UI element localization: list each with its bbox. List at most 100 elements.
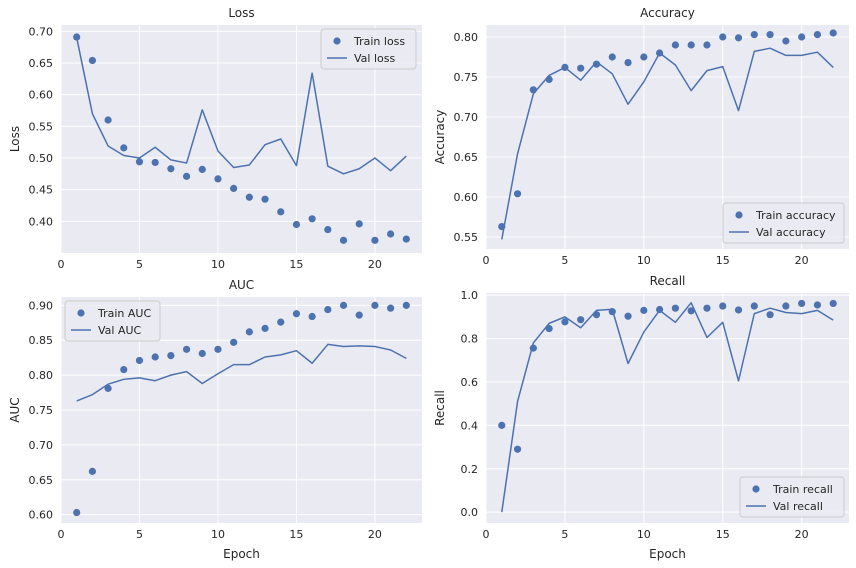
accuracy-chart: 0 5 10 15 20 0.55 0.60 0.65 0.70 0.75 0.80 Accuracy…: [433, 6, 849, 267]
train-recall-point: [687, 307, 695, 315]
loss-y-tick-label: 0.65: [29, 57, 54, 70]
loss-x-tick-label: 20: [368, 258, 382, 271]
train-auc-point: [73, 508, 81, 517]
train-auc-legend-swatch: [77, 309, 85, 317]
loss-y-tick-label: 0.40: [29, 215, 54, 228]
train-accuracy-point: [513, 190, 522, 198]
val-recall-legend-label: Val recall: [773, 500, 823, 513]
accuracy-y-tick-label: 0.70: [454, 111, 479, 124]
recall-x-tick-label: 0: [483, 528, 490, 541]
train-accuracy-point: [671, 41, 679, 49]
loss-y-tick-label: 0.50: [29, 152, 54, 165]
train-auc-point: [277, 318, 285, 326]
train-recall-point: [829, 299, 837, 308]
loss-x-tick-label: 5: [136, 258, 143, 271]
train-loss-legend-label: Train loss: [353, 35, 405, 48]
train-auc-point: [402, 301, 410, 309]
auc-x-tick-label: 0: [58, 528, 65, 541]
train-accuracy-point: [813, 30, 822, 39]
val-loss-line: [75, 37, 407, 175]
train-recall-legend-label: Train recall: [772, 483, 833, 496]
train-auc-point: [387, 304, 395, 312]
train-loss-point: [402, 235, 410, 243]
train-loss-point: [308, 215, 316, 223]
train-accuracy-point: [719, 33, 727, 41]
train-recall-point: [577, 316, 585, 324]
train-loss-point: [261, 195, 269, 203]
train-auc-point: [167, 351, 175, 360]
accuracy-y-tick-label: 0.80: [454, 31, 479, 44]
recall-y-tick-label: 0.8: [461, 333, 479, 346]
recall-title: Recall: [650, 274, 686, 288]
train-recall-point: [624, 312, 632, 320]
train-auc-point: [88, 467, 96, 475]
recall-legend: Train recall Val recall: [739, 476, 845, 518]
accuracy-x-tick-label: 20: [795, 254, 809, 267]
train-accuracy-point: [687, 41, 695, 49]
train-accuracy-legend-swatch: [735, 211, 743, 219]
train-accuracy-point: [782, 37, 790, 45]
train-loss-point: [182, 172, 191, 180]
auc-y-tick-label: 0.70: [29, 439, 54, 452]
train-loss-point: [339, 236, 348, 244]
val-accuracy-legend-label: Val accuracy: [756, 226, 826, 239]
accuracy-x-tick-label: 10: [637, 254, 651, 267]
auc-x-axis-label: Epoch: [223, 547, 260, 561]
train-accuracy-point: [608, 53, 616, 61]
accuracy-legend-box: [722, 202, 845, 244]
accuracy-legend: Train accuracy Val accuracy: [722, 202, 845, 244]
train-accuracy-point: [766, 30, 774, 39]
train-accuracy-point: [577, 64, 585, 72]
loss-chart: 0 5 10 15 20 0.40 0.45 0.50 0.55 0.60 0.65 0.70 Loss…: [8, 6, 422, 271]
train-loss-point: [73, 33, 81, 41]
recall-y-tick-label: 1.0: [461, 289, 479, 302]
train-loss-point: [135, 158, 144, 166]
train-recall-point: [813, 301, 822, 309]
auc-legend-box: [64, 300, 161, 342]
train-loss-point: [104, 116, 112, 124]
train-auc-point: [355, 311, 363, 319]
loss-x-tick-label: 15: [289, 258, 303, 271]
train-loss-point: [230, 184, 238, 192]
train-loss-point: [120, 144, 128, 152]
accuracy-x-tick-label: 15: [716, 254, 730, 267]
accuracy-x-tick-label: 0: [483, 254, 490, 267]
train-recall-point: [798, 299, 806, 308]
train-accuracy-point: [798, 33, 806, 41]
recall-chart: 0 5 10 15 20 0.0 0.2 0.4 0.6 0.8 1.0 Recall Recall Ep…: [433, 274, 849, 561]
auc-chart: 0 5 10 15 20 0.60 0.65 0.70 0.75 0.80 0.85 0.90 AUC A…: [8, 278, 422, 561]
recall-x-tick-label: 10: [637, 528, 651, 541]
train-recall-point: [671, 304, 679, 312]
train-auc-point: [135, 356, 144, 365]
train-loss-point: [324, 225, 332, 234]
train-recall-point: [750, 302, 758, 310]
val-accuracy-line: [501, 47, 834, 240]
train-accuracy-point: [734, 34, 743, 42]
train-loss-point: [167, 165, 175, 173]
accuracy-y-tick-label: 0.65: [454, 151, 479, 164]
train-recall-point: [719, 302, 727, 310]
train-auc-point: [120, 365, 128, 374]
accuracy-y-axis-label: Accuracy: [433, 110, 447, 165]
loss-legend: Train loss Val loss: [320, 28, 417, 70]
accuracy-y-tick-label: 0.60: [454, 191, 479, 204]
train-auc-point: [308, 312, 316, 321]
loss-x-tick-label: 10: [211, 258, 225, 271]
train-auc-point: [324, 305, 332, 314]
train-recall-point: [513, 445, 522, 453]
val-auc-line: [76, 343, 407, 402]
train-recall-point: [561, 318, 569, 326]
train-auc-point: [182, 345, 191, 353]
train-loss-point: [355, 220, 363, 228]
train-auc-point: [104, 384, 112, 392]
auc-y-axis-label: AUC: [8, 397, 22, 422]
train-accuracy-point: [640, 53, 648, 61]
train-accuracy-point: [750, 30, 758, 39]
recall-y-tick-label: 0.6: [461, 376, 479, 389]
loss-y-tick-label: 0.60: [29, 89, 54, 102]
train-loss-point: [214, 175, 222, 183]
recall-y-tick-label: 0.4: [461, 419, 479, 432]
loss-x-tick-label: 0: [58, 258, 65, 271]
train-auc-point: [292, 310, 301, 318]
